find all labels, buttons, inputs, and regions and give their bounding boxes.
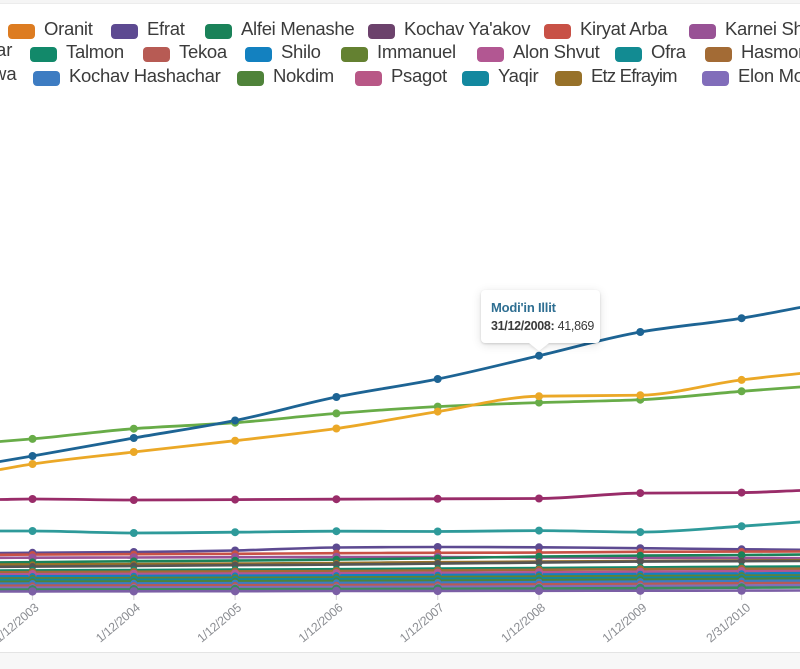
svg-text:1/12/2006: 1/12/2006 [296, 600, 346, 645]
svg-text:1/12/2008: 1/12/2008 [498, 600, 548, 645]
svg-text:2/31/2010: 2/31/2010 [704, 600, 754, 645]
svg-text:1/12/2007: 1/12/2007 [397, 600, 447, 645]
svg-text:1/12/2005: 1/12/2005 [195, 600, 245, 645]
svg-text:1/12/2009: 1/12/2009 [600, 600, 650, 645]
svg-text:1/12/2004: 1/12/2004 [93, 600, 143, 645]
svg-text:1/12/2003: 1/12/2003 [0, 600, 42, 645]
